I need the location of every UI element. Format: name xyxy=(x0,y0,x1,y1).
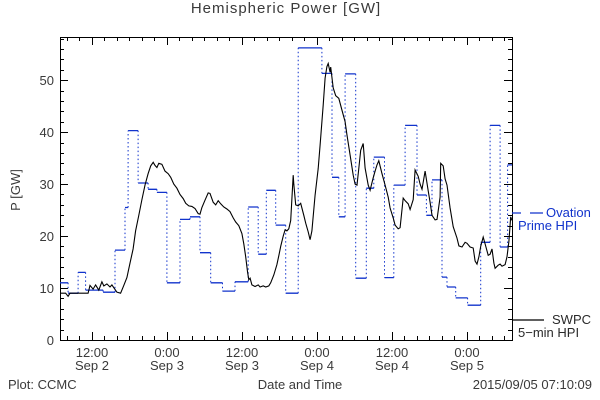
x-tick-date-label: Sep 4 xyxy=(300,358,334,373)
legend-ovation-line1: Ovation xyxy=(546,205,591,220)
plot-credit: Plot: CCMC xyxy=(8,377,77,392)
y-tick-label: 0 xyxy=(46,333,54,348)
y-tick-label: 50 xyxy=(39,73,54,88)
x-tick-time-label: 0:00 xyxy=(304,345,330,360)
ovation-series-line xyxy=(60,47,512,306)
axis-ticks xyxy=(60,37,512,341)
x-tick-date-label: Sep 3 xyxy=(225,358,259,373)
x-tick-time-label: 0:00 xyxy=(454,345,480,360)
x-tick-time-label: 0:00 xyxy=(154,345,180,360)
legend-ovation-line2: Prime HPI xyxy=(518,218,578,233)
x-tick-time-label: 12:00 xyxy=(375,345,409,360)
y-tick-label: 10 xyxy=(39,281,54,296)
x-tick-time-label: 12:00 xyxy=(75,345,109,360)
ovation-series-connectors xyxy=(67,47,509,306)
x-axis-title: Date and Time xyxy=(257,377,343,392)
legend-swpc-line1: SWPC xyxy=(552,312,591,327)
x-tick-date-label: Sep 2 xyxy=(75,358,109,373)
y-tick-label: 20 xyxy=(39,229,54,244)
plot-border xyxy=(60,37,513,341)
x-tick-date-label: Sep 4 xyxy=(375,358,409,373)
plot-timestamp: 2015/09/05 07:10:09 xyxy=(472,377,592,392)
x-tick-date-label: Sep 3 xyxy=(150,358,184,373)
x-tick-date-label: Sep 5 xyxy=(450,358,484,373)
legend-swpc-line2: 5−min HPI xyxy=(518,325,580,340)
x-tick-time-label: 12:00 xyxy=(225,345,259,360)
swpc-series-line xyxy=(60,61,513,298)
y-tick-label: 30 xyxy=(39,177,54,192)
chart-title: Hemispheric Power [GW] xyxy=(190,0,382,17)
y-tick-label: 40 xyxy=(39,125,54,140)
